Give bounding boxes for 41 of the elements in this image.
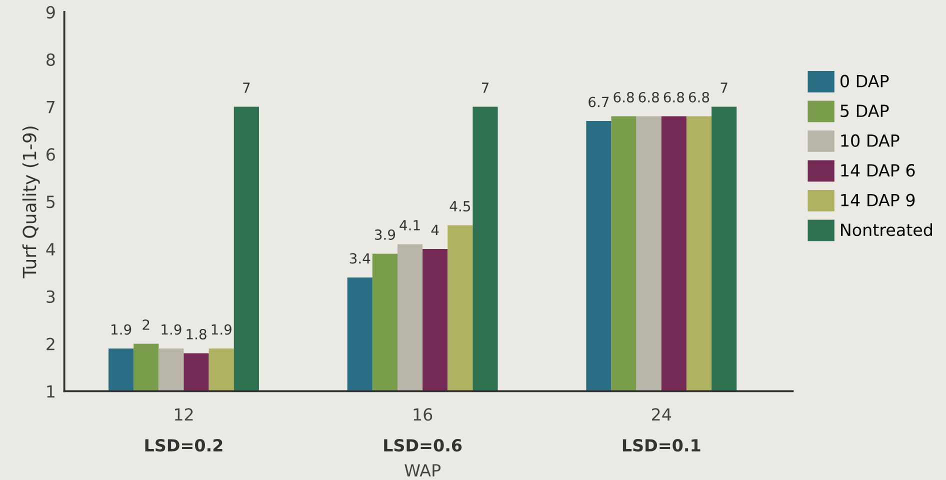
data-label: 3.4 bbox=[350, 253, 370, 264]
data-label: 1.8 bbox=[186, 328, 206, 340]
y-tick-label: 3 bbox=[46, 290, 55, 303]
y-axis-title: Turf Quality (1-9) bbox=[22, 126, 40, 278]
y-tick-label: 8 bbox=[46, 53, 55, 66]
data-label: 6.8 bbox=[638, 92, 659, 102]
y-tick-label: 1 bbox=[47, 385, 54, 398]
y-tick-label: 2 bbox=[46, 338, 54, 350]
data-label: 6.8 bbox=[688, 92, 710, 102]
data-label: 4 bbox=[431, 224, 439, 235]
legend-label: 0 DAP bbox=[840, 74, 889, 88]
x-tick-label: 12 bbox=[174, 408, 193, 421]
y-tick-label: 5 bbox=[46, 196, 55, 208]
data-label: 3.9 bbox=[374, 229, 396, 240]
legend-label: 5 DAP bbox=[840, 104, 889, 118]
text: LSD=0.2 bbox=[145, 438, 222, 452]
data-label: 6.8 bbox=[664, 92, 684, 102]
y-tick-label: 4 bbox=[46, 243, 56, 256]
data-label: 6.8 bbox=[614, 92, 634, 102]
data-label: 1.9 bbox=[212, 324, 232, 335]
data-label: 6.7 bbox=[588, 96, 609, 108]
x-axis-title: WAP bbox=[404, 464, 441, 476]
legend-label: 14 DAP 6 bbox=[841, 164, 915, 177]
data-label: 7 bbox=[243, 82, 250, 93]
x-tick-label: 24 bbox=[652, 408, 672, 421]
data-label: 1.9 bbox=[162, 324, 182, 335]
data-label: 7 bbox=[720, 82, 728, 93]
y-tick-label: 7 bbox=[46, 100, 55, 114]
y-tick-label: 6 bbox=[46, 148, 55, 161]
text: LSD=0.6 bbox=[384, 438, 462, 452]
text: LSD=0.1 bbox=[622, 438, 700, 452]
data-label: 2 bbox=[142, 319, 150, 330]
data-label: 7 bbox=[482, 82, 488, 93]
x-tick-label: 16 bbox=[414, 408, 432, 421]
data-label: 4.5 bbox=[450, 201, 470, 212]
data-label: 4.1 bbox=[400, 220, 420, 230]
legend-label: 10 DAP bbox=[841, 134, 900, 147]
legend-label: 14 DAP 9 bbox=[841, 194, 915, 206]
data-label: 1.9 bbox=[112, 324, 132, 335]
legend-label: Nontreated bbox=[841, 223, 932, 236]
y-tick-label: 9 bbox=[46, 6, 55, 19]
